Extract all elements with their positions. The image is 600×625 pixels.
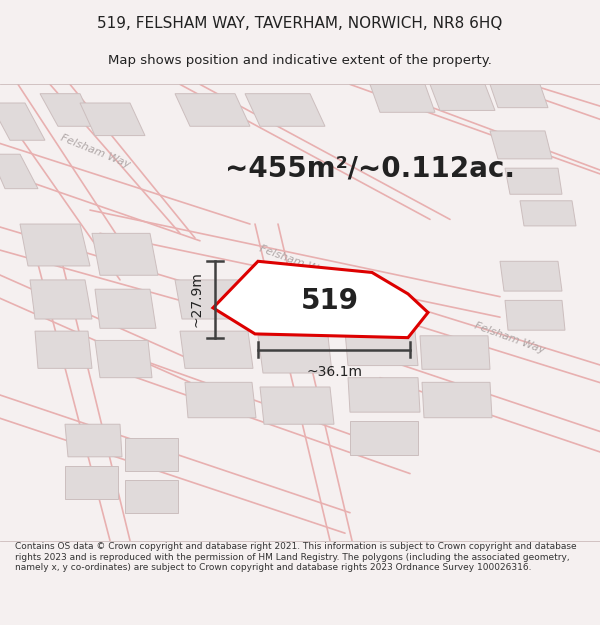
Polygon shape (65, 466, 118, 499)
Text: ~455m²/~0.112ac.: ~455m²/~0.112ac. (225, 154, 515, 182)
Polygon shape (30, 280, 92, 319)
Polygon shape (80, 103, 145, 136)
Polygon shape (350, 421, 418, 455)
Polygon shape (175, 94, 250, 126)
Polygon shape (490, 131, 552, 159)
Polygon shape (40, 94, 95, 126)
Text: Contains OS data © Crown copyright and database right 2021. This information is : Contains OS data © Crown copyright and d… (15, 542, 577, 572)
Polygon shape (213, 261, 428, 338)
Text: Felsham Way: Felsham Way (59, 133, 131, 170)
Polygon shape (505, 301, 565, 330)
Polygon shape (95, 341, 152, 377)
Text: Felsham Way: Felsham Way (259, 244, 332, 279)
Text: Felsham Way: Felsham Way (473, 320, 547, 355)
Polygon shape (125, 480, 178, 512)
Text: Map shows position and indicative extent of the property.: Map shows position and indicative extent… (108, 54, 492, 68)
Polygon shape (180, 331, 253, 368)
Text: 519: 519 (301, 287, 359, 315)
Text: 519, FELSHAM WAY, TAVERHAM, NORWICH, NR8 6HQ: 519, FELSHAM WAY, TAVERHAM, NORWICH, NR8… (97, 16, 503, 31)
Polygon shape (125, 438, 178, 471)
Polygon shape (185, 382, 256, 418)
Text: ~27.9m: ~27.9m (189, 271, 203, 328)
Polygon shape (255, 284, 330, 322)
Polygon shape (345, 331, 418, 366)
Polygon shape (370, 84, 435, 112)
Polygon shape (258, 336, 332, 373)
Polygon shape (505, 168, 562, 194)
Polygon shape (0, 103, 45, 140)
Polygon shape (65, 424, 122, 457)
Polygon shape (430, 84, 495, 111)
Polygon shape (20, 224, 90, 266)
Polygon shape (348, 378, 420, 412)
Polygon shape (92, 233, 158, 275)
Polygon shape (0, 154, 38, 189)
Polygon shape (95, 289, 156, 328)
Polygon shape (520, 201, 576, 226)
Polygon shape (245, 94, 325, 126)
Polygon shape (35, 331, 92, 368)
Text: ~36.1m: ~36.1m (306, 364, 362, 379)
Polygon shape (420, 336, 490, 369)
Polygon shape (260, 387, 334, 424)
Polygon shape (500, 261, 562, 291)
Polygon shape (175, 280, 252, 319)
Polygon shape (422, 382, 492, 418)
Polygon shape (490, 84, 548, 107)
